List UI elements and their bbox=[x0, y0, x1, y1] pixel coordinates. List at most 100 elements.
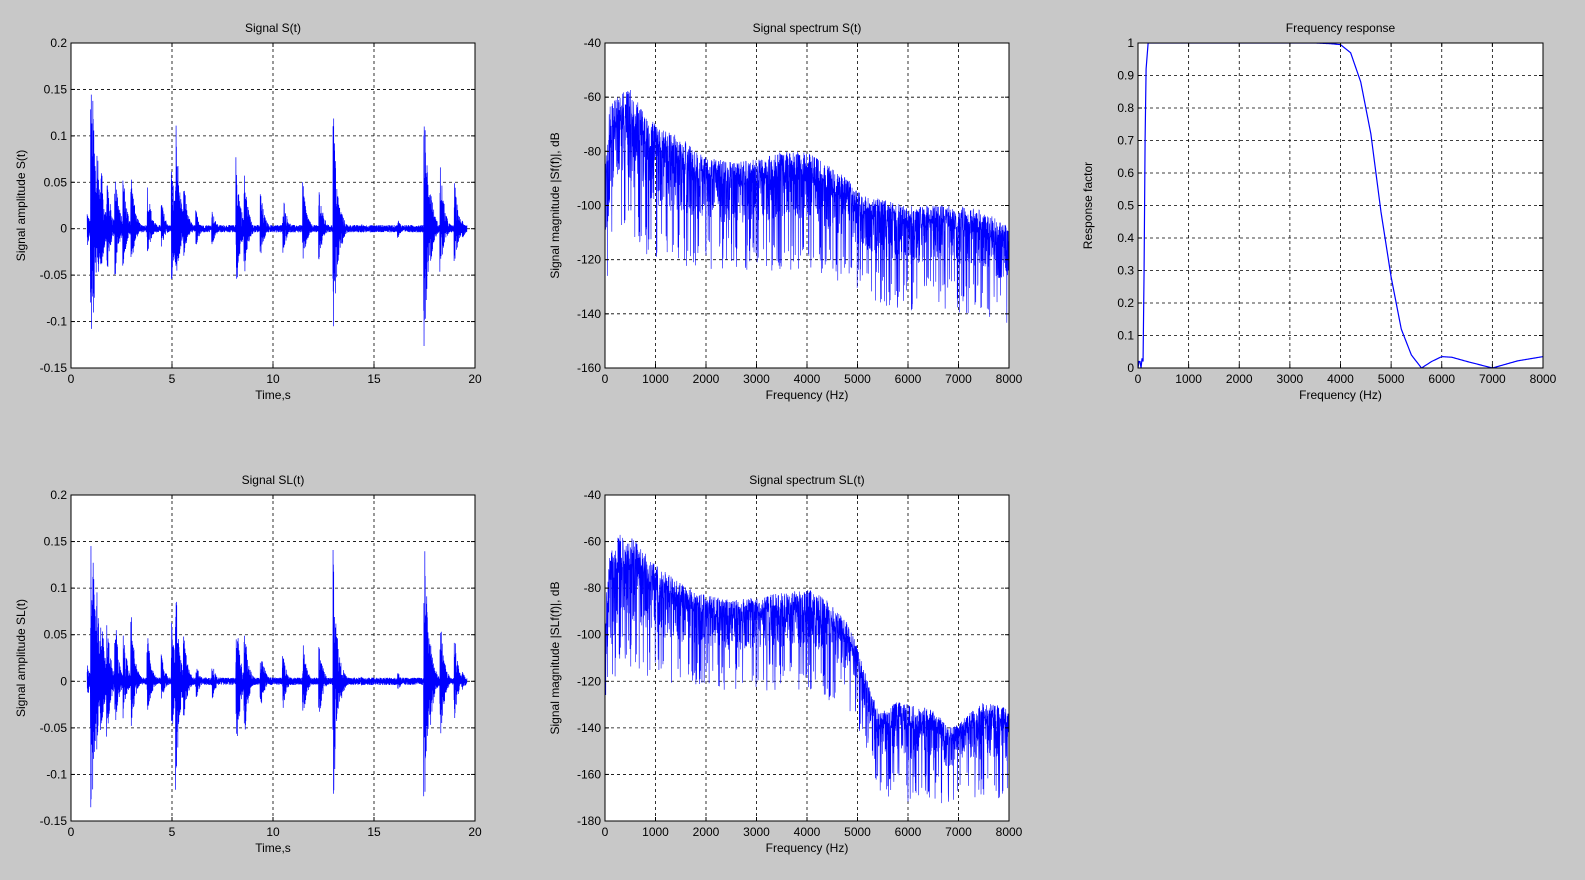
chart-title: Signal spectrum SL(t) bbox=[749, 473, 864, 487]
frequency-response-panel: 0 1000 2000 3000 4000 5000 6000 7000 8000 0 0.1 0.2… bbox=[1081, 21, 1557, 402]
y-tick-label: -180 bbox=[577, 814, 601, 828]
y-tick-label: -100 bbox=[577, 199, 601, 213]
x-tick-label: 7000 bbox=[945, 372, 972, 386]
x-tick-label: 4000 bbox=[1327, 372, 1354, 386]
x-tick-label: 1000 bbox=[642, 825, 669, 839]
x-tick-label: 0 bbox=[602, 825, 609, 839]
x-tick-label: 5000 bbox=[844, 825, 871, 839]
y-tick-label: -0.1 bbox=[46, 767, 67, 781]
x-tick-label: 3000 bbox=[743, 825, 770, 839]
grid bbox=[1138, 43, 1543, 368]
x-tick-label: 2000 bbox=[693, 825, 720, 839]
x-tick-label: 5 bbox=[169, 825, 176, 839]
x-tick-label: 1000 bbox=[1175, 372, 1202, 386]
y-tick-label: 0 bbox=[60, 674, 67, 688]
x-tick-label: 0 bbox=[68, 372, 75, 386]
x-axis-label: Time,s bbox=[255, 841, 291, 855]
x-tick-label: 8000 bbox=[996, 825, 1023, 839]
x-tick-label: 4000 bbox=[794, 825, 821, 839]
y-tick-label: -80 bbox=[584, 581, 602, 595]
x-tick-label: 2000 bbox=[1226, 372, 1253, 386]
y-axis-label: Signal amplitude SL(t) bbox=[14, 599, 28, 717]
x-tick-label: 20 bbox=[468, 372, 482, 386]
y-tick-label: 0.3 bbox=[1117, 264, 1134, 278]
y-tick-label: 0.4 bbox=[1117, 231, 1134, 245]
x-tick-label: 3000 bbox=[743, 372, 770, 386]
y-tick-label: 0.05 bbox=[44, 175, 68, 189]
y-axis-label: Signal amplitude S(t) bbox=[14, 150, 28, 261]
x-tick-label: 20 bbox=[468, 825, 482, 839]
x-tick-label: 10 bbox=[266, 372, 280, 386]
x-tick-label: 8000 bbox=[996, 372, 1023, 386]
y-tick-label: -60 bbox=[584, 90, 602, 104]
x-tick-label: 5 bbox=[169, 372, 176, 386]
y-tick-label: -160 bbox=[577, 361, 601, 375]
spectrum-sl-panel: 0 1000 2000 3000 4000 5000 6000 7000 8000 -180 -16… bbox=[548, 473, 1023, 855]
x-tick-label: 7000 bbox=[1479, 372, 1506, 386]
y-tick-label: 0 bbox=[1127, 361, 1134, 375]
x-tick-label: 15 bbox=[367, 825, 381, 839]
x-tick-label: 15 bbox=[367, 372, 381, 386]
signal-sl-panel: 0 5 10 15 20 -0.15 -0.1 -0.05 0 0.05 0.1 0.15 0.2 Sig… bbox=[14, 473, 482, 855]
x-tick-label: 3000 bbox=[1277, 372, 1304, 386]
x-tick-label: 4000 bbox=[794, 372, 821, 386]
y-axis-label: Response factor bbox=[1081, 162, 1095, 249]
x-tick-label: 2000 bbox=[693, 372, 720, 386]
chart-title: Frequency response bbox=[1286, 21, 1396, 35]
y-axis-label: Signal magnitude |SLf(f)|, dB bbox=[548, 582, 562, 735]
y-tick-label: -60 bbox=[584, 535, 602, 549]
x-tick-label: 10 bbox=[266, 825, 280, 839]
y-tick-label: -80 bbox=[584, 144, 602, 158]
x-tick-label: 8000 bbox=[1530, 372, 1557, 386]
x-tick-label: 5000 bbox=[844, 372, 871, 386]
y-tick-label: 0.1 bbox=[50, 581, 67, 595]
y-tick-label: 0.05 bbox=[44, 628, 68, 642]
spectrum-line bbox=[605, 534, 1009, 804]
x-tick-label: 0 bbox=[602, 372, 609, 386]
x-axis-label: Frequency (Hz) bbox=[766, 841, 849, 855]
y-tick-label: -0.1 bbox=[46, 315, 67, 329]
x-tick-label: 6000 bbox=[1428, 372, 1455, 386]
spectrum-s-panel: 0 1000 2000 3000 4000 5000 6000 7000 8000 -160 -14… bbox=[548, 21, 1023, 402]
y-tick-label: 1 bbox=[1127, 36, 1134, 50]
x-tick-label: 5000 bbox=[1378, 372, 1405, 386]
y-tick-label: 0.15 bbox=[44, 535, 68, 549]
signal-s-panel: 0 5 10 15 20 -0.15 -0.1 -0.05 0 0.05 0.1 0.15 0.2 Sig… bbox=[14, 21, 482, 402]
waveform-line bbox=[86, 545, 468, 808]
y-tick-label: -100 bbox=[577, 628, 601, 642]
y-tick-label: 0.1 bbox=[50, 129, 67, 143]
y-tick-label: -140 bbox=[577, 721, 601, 735]
y-tick-label: -0.15 bbox=[40, 814, 68, 828]
x-tick-label: 0 bbox=[1135, 372, 1142, 386]
y-tick-label: -120 bbox=[577, 253, 601, 267]
y-tick-label: 0.2 bbox=[50, 488, 67, 502]
spectrum-line bbox=[605, 89, 1009, 323]
y-tick-label: 0.6 bbox=[1117, 166, 1134, 180]
y-tick-label: 0.8 bbox=[1117, 101, 1134, 115]
grid bbox=[71, 43, 475, 368]
y-tick-label: 0 bbox=[60, 222, 67, 236]
x-axis-label: Frequency (Hz) bbox=[1299, 388, 1382, 402]
x-axis-label: Frequency (Hz) bbox=[766, 388, 849, 402]
y-tick-label: -120 bbox=[577, 674, 601, 688]
chart-title: Signal SL(t) bbox=[242, 473, 305, 487]
chart-title: Signal spectrum S(t) bbox=[753, 21, 862, 35]
x-axis-label: Time,s bbox=[255, 388, 291, 402]
y-tick-label: 0.5 bbox=[1117, 199, 1134, 213]
y-tick-label: -160 bbox=[577, 767, 601, 781]
y-tick-label: 0.1 bbox=[1117, 329, 1134, 343]
x-tick-label: 1000 bbox=[642, 372, 669, 386]
y-tick-label: 0.2 bbox=[50, 36, 67, 50]
x-tick-label: 6000 bbox=[895, 825, 922, 839]
y-tick-label: -0.05 bbox=[40, 721, 68, 735]
x-tick-label: 6000 bbox=[895, 372, 922, 386]
y-tick-label: 0.2 bbox=[1117, 296, 1134, 310]
y-tick-label: -40 bbox=[584, 36, 602, 50]
x-tick-label: 0 bbox=[68, 825, 75, 839]
y-axis-label: Signal magnitude |Sf(f)|, dB bbox=[548, 132, 562, 278]
y-tick-label: 0.15 bbox=[44, 82, 68, 96]
y-tick-label: 0.7 bbox=[1117, 134, 1134, 148]
y-tick-label: -0.15 bbox=[40, 361, 68, 375]
waveform-line bbox=[86, 94, 468, 347]
